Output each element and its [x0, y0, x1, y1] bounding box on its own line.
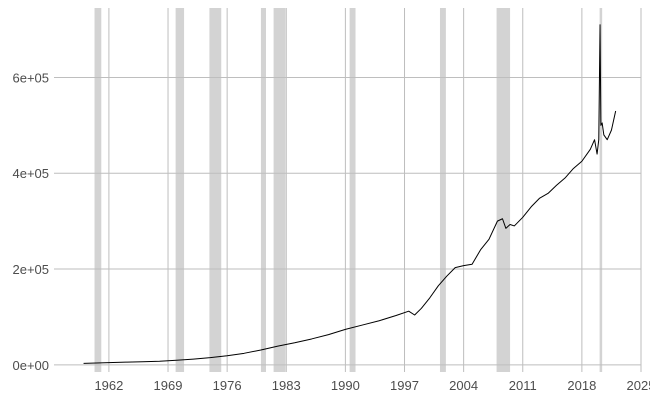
x-axis-ticks: 1962 1969 1976 1983 1990 1997 2004 2011 2018 2025	[94, 378, 650, 393]
shaded-period-0	[94, 8, 102, 372]
x-tick-label: 1990	[331, 378, 360, 393]
y-axis-ticks: 0e+00 2e+05 4e+05 6e+05	[12, 70, 49, 372]
x-tick-label: 2011	[509, 378, 537, 393]
shaded-period-7	[496, 8, 511, 372]
shaded-period-2	[209, 8, 222, 372]
shaded-period-5	[349, 8, 356, 372]
shaded-period-6	[439, 8, 446, 372]
y-tick-label: 4e+05	[12, 166, 49, 181]
x-tick-label: 2025	[627, 378, 650, 393]
x-tick-label: 1969	[154, 378, 183, 393]
shaded-period-1	[175, 8, 185, 372]
x-tick-label: 1962	[94, 378, 123, 393]
y-tick-label: 0e+00	[12, 358, 49, 373]
x-tick-label: 2018	[567, 378, 596, 393]
x-tick-label: 2004	[449, 378, 478, 393]
y-tick-label: 2e+05	[12, 262, 49, 277]
gridlines	[54, 8, 642, 372]
shaded-periods	[94, 8, 603, 372]
x-tick-label: 1976	[213, 378, 242, 393]
x-tick-label: 1983	[272, 378, 301, 393]
y-tick-label: 6e+05	[12, 70, 49, 85]
shaded-period-8	[599, 8, 603, 372]
shaded-period-4	[273, 8, 286, 372]
x-tick-label: 1997	[390, 378, 419, 393]
series-layer	[83, 24, 617, 364]
series-line-0	[83, 24, 617, 364]
shaded-period-3	[260, 8, 266, 372]
